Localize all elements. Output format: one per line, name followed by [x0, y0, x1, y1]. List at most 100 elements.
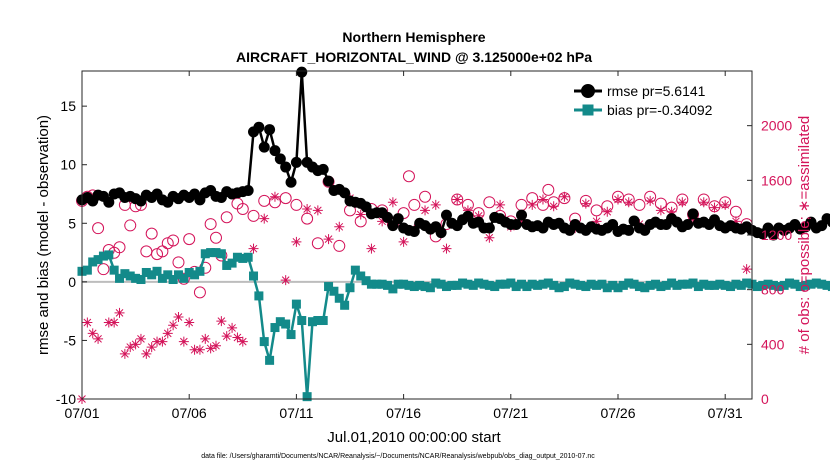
- x-tick-label: 07/16: [386, 405, 421, 421]
- footnote: data file: /Users/gharamti/Documents/NCA…: [201, 453, 595, 460]
- obs-assimilated-marker: [430, 199, 441, 210]
- rmse-point: [253, 121, 265, 133]
- rmse-point: [826, 217, 830, 228]
- y-left-tick-label: 5: [68, 215, 76, 231]
- bias-point: [324, 282, 334, 292]
- y-right-tick-label: 800: [761, 282, 785, 298]
- obs-assimilated-marker: [173, 312, 184, 322]
- obs-assimilated-marker: [495, 199, 506, 210]
- bias-point: [763, 279, 773, 289]
- bias-point: [458, 278, 468, 288]
- bias-point: [366, 279, 376, 289]
- rmse-point: [269, 145, 281, 157]
- bias-point: [340, 300, 350, 310]
- bias-point: [474, 278, 484, 288]
- bias-point: [361, 276, 371, 286]
- obs-assimilated-marker: [613, 194, 623, 205]
- bias-point: [302, 392, 312, 402]
- obs-assimilated-marker: [184, 317, 195, 328]
- bias-point: [479, 279, 489, 289]
- obs-assimilated-marker: [87, 328, 98, 339]
- bias-point: [490, 282, 500, 292]
- y-right-tick-label: 2000: [761, 118, 792, 134]
- obs-assimilated-marker: [709, 202, 720, 213]
- bias-point: [581, 282, 591, 292]
- obs-possible-marker: [542, 183, 555, 196]
- obs-assimilated-marker: [377, 216, 388, 227]
- bias-point: [281, 319, 291, 329]
- bias-point: [452, 280, 462, 290]
- obs-assimilated-marker: [130, 339, 141, 350]
- bias-point: [543, 278, 553, 288]
- obs-possible-marker: [419, 190, 432, 203]
- bias-point: [795, 282, 805, 292]
- obs-assimilated-marker: [259, 213, 270, 224]
- obs-assimilated-marker: [119, 348, 130, 359]
- bias-point: [211, 248, 221, 258]
- bias-point: [640, 283, 650, 293]
- series-layer: [76, 66, 830, 402]
- obs-assimilated-marker: [645, 195, 656, 206]
- bias-point: [817, 279, 827, 289]
- obs-assimilated-marker: [216, 316, 227, 327]
- obs-assimilated-marker: [152, 336, 163, 347]
- obs-possible-marker: [311, 237, 324, 250]
- obs-assimilated-marker: [720, 199, 731, 210]
- x-tick-label: 07/21: [493, 405, 528, 421]
- bias-point: [554, 283, 564, 293]
- y-left-tick-label: 15: [60, 98, 76, 114]
- y-right-tick-label: 400: [761, 336, 785, 352]
- obs-assimilated-marker: [312, 205, 323, 216]
- obs-possible-marker: [483, 196, 496, 209]
- obs-assimilated-marker: [559, 191, 570, 202]
- y-axis-right: 0 400 800 1200 1600 2000: [747, 118, 792, 407]
- bias-point: [441, 282, 451, 292]
- bias-point: [709, 280, 719, 290]
- obs-assimilated-marker: [135, 333, 146, 344]
- obs-assimilated-marker: [82, 317, 93, 328]
- bias-point: [399, 279, 409, 289]
- rmse-point: [280, 161, 292, 173]
- obs-assimilated-marker: [537, 194, 548, 205]
- rmse-point: [264, 124, 276, 136]
- bias-point: [436, 279, 446, 289]
- bias-point: [179, 273, 189, 283]
- bias-point: [286, 330, 296, 340]
- obs-assimilated-marker: [462, 205, 473, 216]
- rmse-point: [285, 176, 297, 188]
- bias-point: [656, 282, 666, 292]
- bias-point: [425, 283, 435, 293]
- bias-point: [420, 282, 430, 292]
- bias-point: [651, 279, 661, 289]
- bias-point: [184, 267, 194, 277]
- bias-point: [699, 279, 709, 289]
- bias-point: [200, 249, 210, 259]
- obs-possible-marker: [161, 237, 174, 250]
- legend-rmse-label: rmse pr=5.6141: [607, 83, 706, 99]
- bias-point: [329, 286, 339, 296]
- bias-point: [806, 279, 816, 289]
- obs-possible-marker: [590, 204, 603, 217]
- obs-assimilated-marker: [741, 264, 752, 275]
- bias-point: [131, 273, 141, 283]
- rmse-point: [516, 209, 528, 221]
- obs-assimilated-marker: [227, 322, 238, 333]
- rmse-point: [687, 208, 699, 220]
- obs-assimilated-marker: [221, 331, 232, 342]
- obs-assimilated-marker: [473, 210, 484, 221]
- bias-point: [736, 280, 746, 290]
- y-right-tick-label: 1600: [761, 172, 792, 188]
- bias-point: [527, 279, 537, 289]
- y-axis-left-label: rmse and bias (model - observation): [35, 115, 52, 355]
- obs-possible-marker: [279, 192, 292, 205]
- bias-point: [565, 278, 575, 288]
- bias-point: [147, 270, 157, 280]
- bias-point: [538, 279, 548, 289]
- obs-assimilated-marker: [162, 328, 173, 339]
- bias-point: [677, 279, 687, 289]
- bias-point: [222, 260, 232, 270]
- bias-point: [533, 280, 543, 290]
- bias-point: [618, 280, 628, 290]
- rmse-point: [290, 156, 302, 168]
- x-tick-label: 07/11: [279, 405, 313, 421]
